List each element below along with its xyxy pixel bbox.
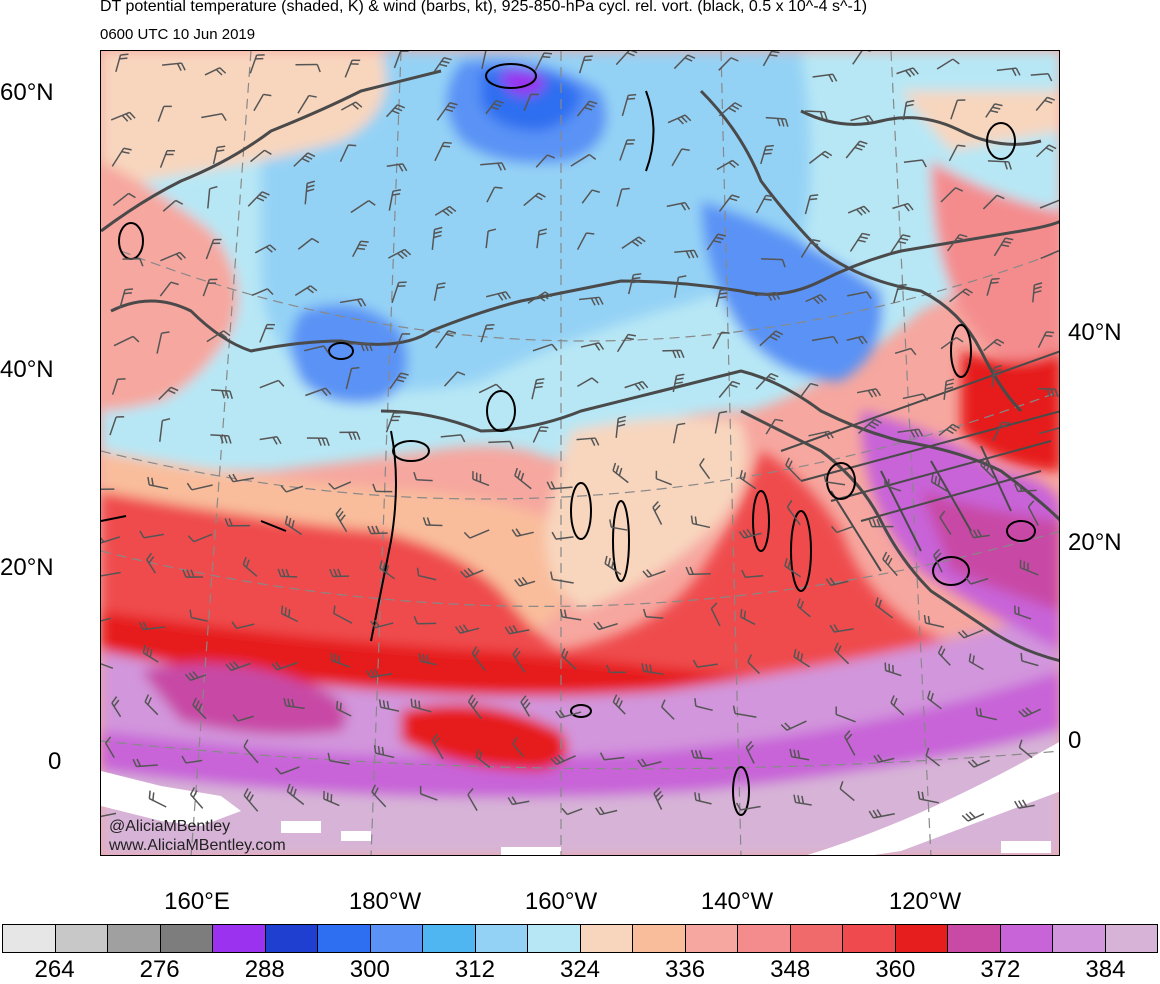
shaded-potential-temperature (101, 51, 1060, 856)
colorbar-swatch (528, 924, 581, 953)
lat-label-left-eq: 0 (48, 748, 61, 776)
credit-url: www.AliciaMBentley.com (108, 837, 286, 854)
lat-label-left-40n: 40°N (0, 356, 54, 384)
lat-label-right-eq: 0 (1068, 727, 1081, 755)
colorbar-swatch (1106, 924, 1159, 953)
lat-label-left-60n: 60°N (0, 79, 54, 107)
colorbar-swatch (738, 924, 791, 953)
credit-handle: @AliciaMBentley (109, 818, 230, 835)
colorbar-swatch (161, 924, 214, 953)
colorbar-label: 264 (35, 956, 75, 984)
colorbar-label: 336 (665, 956, 705, 984)
colorbar-swatch (476, 924, 529, 953)
colorbar-swatch (2, 924, 56, 953)
colorbar-swatch (686, 924, 739, 953)
colorbar-label: 348 (770, 956, 810, 984)
valid-time: 0600 UTC 10 Jun 2019 (100, 26, 255, 43)
map-canvas: @AliciaMBentley www.AliciaMBentley.com (101, 51, 1060, 856)
colorbar-label: 288 (245, 956, 285, 984)
colorbar-swatch (791, 924, 844, 953)
lon-label-120w: 120°W (889, 888, 961, 916)
colorbar (2, 924, 1158, 953)
colorbar-swatch (213, 924, 266, 953)
colorbar-swatch (1053, 924, 1106, 953)
colorbar-swatch (266, 924, 319, 953)
colorbar-label: 276 (140, 956, 180, 984)
lat-label-left-20n: 20°N (0, 554, 54, 582)
lon-label-160w: 160°W (525, 888, 597, 916)
lat-label-right-20n: 20°N (1068, 529, 1122, 557)
colorbar-swatch (108, 924, 161, 953)
lat-label-right-40n: 40°N (1068, 319, 1122, 347)
map-panel: @AliciaMBentley www.AliciaMBentley.com (100, 50, 1060, 856)
colorbar-label: 372 (980, 956, 1020, 984)
colorbar-swatch (948, 924, 1001, 953)
colorbar-swatch (423, 924, 476, 953)
colorbar-label: 384 (1085, 956, 1125, 984)
colorbar-swatch (581, 924, 634, 953)
colorbar-label: 300 (350, 956, 390, 984)
colorbar-label: 360 (875, 956, 915, 984)
colorbar-swatch (633, 924, 686, 953)
map-title: DT potential temperature (shaded, K) & w… (100, 0, 867, 16)
lon-label-180w: 180°W (349, 888, 421, 916)
colorbar-swatch (843, 924, 896, 953)
colorbar-swatch (318, 924, 371, 953)
colorbar-label: 312 (455, 956, 495, 984)
lon-label-160e: 160°E (164, 888, 230, 916)
lon-label-140w: 140°W (701, 888, 773, 916)
colorbar-swatch (56, 924, 109, 953)
colorbar-swatch (371, 924, 424, 953)
colorbar-swatch (1001, 924, 1054, 953)
colorbar-swatch (896, 924, 949, 953)
colorbar-label: 324 (560, 956, 600, 984)
